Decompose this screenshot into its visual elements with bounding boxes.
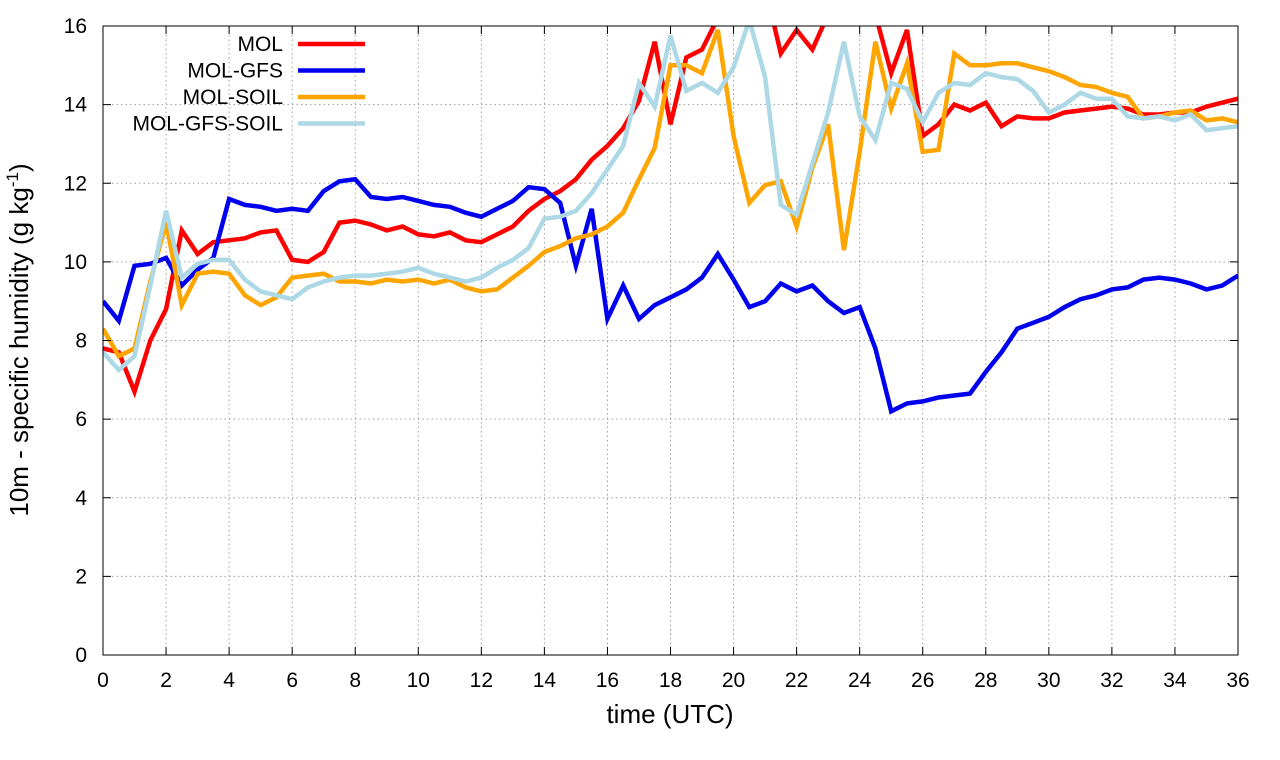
x-tick-label: 18 [659, 669, 682, 692]
y-tick-label: 16 [64, 15, 87, 38]
y-tick-label: 8 [75, 330, 87, 353]
x-tick-label: 2 [160, 669, 172, 692]
y-tick-label: 12 [64, 172, 87, 195]
series-line-mol-gfs-soil [103, 26, 1238, 374]
y-axis-title-main: 10m - specific humidity (g kg [4, 187, 34, 516]
y-tick-label: 14 [64, 94, 88, 117]
series-line-mol-gfs [103, 176, 1238, 415]
y-axis-title-exponent: -1 [3, 172, 22, 187]
x-tick-label: 16 [596, 669, 619, 692]
x-tick-label: 28 [974, 669, 997, 692]
axis-ticks: 0 2 4 6 8 10 12 14 16 18 20 22 24 26 28 30 32 34 360246810… [64, 15, 1250, 692]
x-tick-label: 14 [533, 669, 557, 692]
x-tick-label: 34 [1163, 669, 1187, 692]
legend: MOL MOL-GFS MOL-SOIL MOL-GFS-SOIL [132, 33, 365, 136]
series-line-mol-soil [103, 29, 1238, 360]
y-tick-label: 2 [75, 565, 87, 588]
x-tick-label: 22 [785, 669, 808, 692]
y-axis-title-end: ) [4, 163, 34, 172]
x-tick-label: 4 [223, 669, 235, 692]
x-tick-label: 36 [1226, 669, 1249, 692]
x-tick-label: 10 [407, 669, 430, 692]
y-tick-label: 0 [75, 644, 87, 667]
x-tick-label: 0 [97, 669, 109, 692]
x-tick-label: 24 [848, 669, 872, 692]
x-tick-label: 26 [911, 669, 934, 692]
legend-label: MOL-GFS-SOIL [132, 113, 283, 136]
x-tick-label: 6 [286, 669, 298, 692]
x-tick-label: 12 [470, 669, 493, 692]
x-axis-title: time (UTC) [606, 699, 733, 729]
y-tick-label: 4 [75, 487, 87, 510]
series-lines [103, 26, 1238, 415]
series-line-mol [103, 26, 1238, 399]
legend-label: MOL-GFS [187, 60, 283, 83]
x-tick-label: 32 [1100, 669, 1123, 692]
y-tick-label: 6 [75, 408, 87, 431]
legend-label: MOL [237, 33, 283, 56]
legend-label: MOL-SOIL [183, 86, 283, 109]
x-tick-label: 30 [1037, 669, 1060, 692]
y-tick-label: 10 [64, 251, 87, 274]
x-tick-label: 8 [349, 669, 361, 692]
x-tick-label: 20 [722, 669, 745, 692]
y-axis-title: 10m - specific humidity (g kg-1) [3, 163, 34, 516]
